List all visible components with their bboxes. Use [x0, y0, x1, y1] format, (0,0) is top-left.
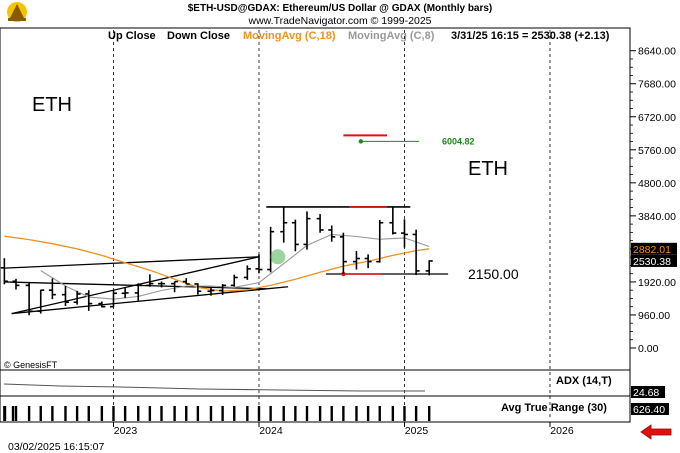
adx-panel-frame	[0, 369, 631, 397]
copyright-label: © GenesisFT	[4, 360, 58, 370]
ohlc-bar	[376, 219, 384, 263]
y-tick-label: 8640.00	[638, 46, 676, 58]
x-tick-label: 2025	[405, 425, 429, 437]
ohlc-bar	[182, 278, 190, 285]
y-tick-label: 7680.00	[638, 79, 676, 91]
atr-label: Avg True Range (30)	[501, 402, 607, 414]
eth-label-left: ETH	[32, 94, 72, 116]
ohlc-bar	[243, 265, 251, 280]
ohlc-bar	[25, 282, 33, 316]
legend-up-close: Up Close	[108, 30, 156, 42]
ohlc-bar	[109, 290, 117, 308]
ohlc-bar	[267, 226, 275, 273]
ma18-badge-value: 2882.01	[633, 244, 671, 256]
ohlc-bars	[0, 206, 433, 316]
target-label: 6004.82	[442, 136, 475, 146]
adx-value: 24.68	[633, 387, 659, 399]
ohlc-bar	[339, 232, 347, 275]
legend-row: Up Close Down Close MovingAvg (C,18) Mov…	[108, 30, 610, 42]
y-tick-label: 960.00	[638, 310, 670, 322]
ohlc-bar	[121, 288, 129, 299]
trend-line	[4, 281, 267, 290]
support-label: 2150.00	[468, 266, 519, 282]
ohlc-bar	[73, 290, 81, 305]
x-axis: 2023 2024 2025 2026	[0, 421, 630, 437]
x-tick-label: 2023	[114, 425, 138, 437]
breakout-marker	[270, 249, 286, 265]
ohlc-bar	[171, 280, 179, 293]
ohlc-bar	[364, 254, 372, 269]
ohlc-bar	[134, 283, 142, 301]
ohlc-bar	[230, 274, 238, 287]
adx-badge: 24.68	[631, 386, 665, 399]
y-tick-label: 5760.00	[638, 145, 676, 157]
ohlc-bar	[48, 278, 56, 300]
ohlc-bar	[425, 260, 433, 276]
legend-down-close: Down Close	[167, 30, 230, 42]
trend-line	[4, 256, 260, 269]
x-tick-label: 2026	[550, 425, 574, 437]
target-dot	[358, 139, 364, 144]
ohlc-bar	[400, 219, 408, 248]
ohlc-bar	[316, 214, 324, 233]
last-price-value: 2530.38	[633, 256, 671, 268]
legend-ma18: MovingAvg (C,18)	[243, 30, 336, 42]
ohlc-bar	[207, 287, 215, 296]
year-gridlines	[113, 30, 551, 420]
y-tick-label: 4800.00	[638, 178, 676, 190]
ohlc-bar	[280, 207, 288, 243]
chart-title: $ETH-USD@GDAX: Ethereum/US Dollar @ GDAX…	[188, 3, 493, 14]
ohlc-bar	[0, 258, 8, 285]
main-panel-frame	[0, 27, 631, 371]
ohlc-bar	[389, 206, 397, 235]
ma8-line	[40, 233, 430, 300]
ma18-badge: 2882.01	[631, 242, 677, 256]
ohlc-bar	[37, 289, 45, 314]
eth-label-right: ETH	[468, 158, 508, 180]
legend-ma8: MovingAvg (C,8)	[348, 30, 435, 42]
last-price-badge: 2530.38	[631, 254, 677, 268]
ohlc-bar	[194, 283, 202, 295]
ohlc-bar	[352, 250, 360, 270]
ohlc-bar	[219, 283, 227, 295]
ohlc-bar	[85, 290, 93, 311]
ohlc-bar	[291, 219, 299, 252]
y-tick-label: 1920.00	[638, 277, 676, 289]
ohlc-bar	[61, 286, 69, 307]
adx-line	[3, 383, 425, 392]
atr-histogram	[3, 406, 431, 421]
scroll-right-arrow-icon[interactable]	[640, 424, 672, 440]
atr-badge: 626.40	[631, 403, 669, 416]
atr-value: 626.40	[633, 404, 665, 416]
footer-timestamp: 03/02/2025 16:15:07	[8, 441, 105, 453]
legend-readout: 3/31/25 16:15 = 2530.38 (+2.13)	[451, 30, 610, 42]
adx-label: ADX (14,T)	[556, 375, 612, 387]
ohlc-bar	[98, 301, 106, 308]
y-tick-label: 3840.00	[638, 211, 676, 223]
price-levels	[266, 134, 449, 277]
ohlc-bar	[303, 211, 311, 250]
ohlc-bar	[412, 229, 420, 276]
ohlc-bar	[158, 281, 166, 288]
genesis-logo	[7, 2, 27, 22]
ohlc-bar	[146, 274, 154, 287]
y-axis: 0.00960.001920.002880.003840.004800.0057…	[630, 46, 676, 355]
ohlc-bar	[255, 254, 263, 274]
y-tick-label: 0.00	[638, 343, 659, 355]
ohlc-bar	[12, 278, 20, 290]
x-tick-label: 2024	[259, 425, 283, 437]
y-tick-label: 6720.00	[638, 112, 676, 124]
chart-subtitle: www.TradeNavigator.com © 1999-2025	[247, 15, 431, 27]
trend-line	[11, 286, 289, 315]
ohlc-bar	[328, 225, 336, 242]
